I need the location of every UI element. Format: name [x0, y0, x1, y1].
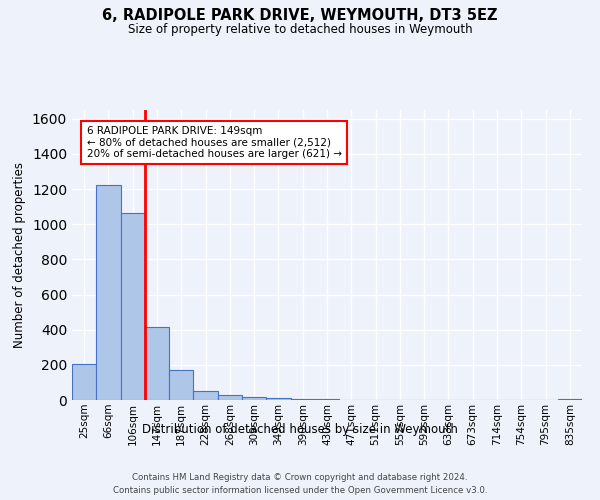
- Bar: [72, 364, 96, 400]
- Text: Contains HM Land Registry data © Crown copyright and database right 2024.: Contains HM Land Registry data © Crown c…: [132, 472, 468, 482]
- Bar: [290, 399, 315, 400]
- Text: 6 RADIPOLE PARK DRIVE: 149sqm
← 80% of detached houses are smaller (2,512)
20% o: 6 RADIPOLE PARK DRIVE: 149sqm ← 80% of d…: [86, 126, 341, 159]
- Text: Contains public sector information licensed under the Open Government Licence v3: Contains public sector information licen…: [113, 486, 487, 495]
- Bar: [121, 213, 145, 400]
- Y-axis label: Number of detached properties: Number of detached properties: [13, 162, 26, 348]
- Bar: [266, 398, 290, 400]
- Bar: [193, 391, 218, 400]
- Bar: [145, 327, 169, 400]
- Bar: [218, 394, 242, 400]
- Bar: [242, 398, 266, 400]
- Text: 6, RADIPOLE PARK DRIVE, WEYMOUTH, DT3 5EZ: 6, RADIPOLE PARK DRIVE, WEYMOUTH, DT3 5E…: [102, 8, 498, 22]
- Bar: [169, 370, 193, 400]
- Bar: [96, 184, 121, 400]
- Text: Size of property relative to detached houses in Weymouth: Size of property relative to detached ho…: [128, 22, 472, 36]
- Text: Distribution of detached houses by size in Weymouth: Distribution of detached houses by size …: [142, 422, 458, 436]
